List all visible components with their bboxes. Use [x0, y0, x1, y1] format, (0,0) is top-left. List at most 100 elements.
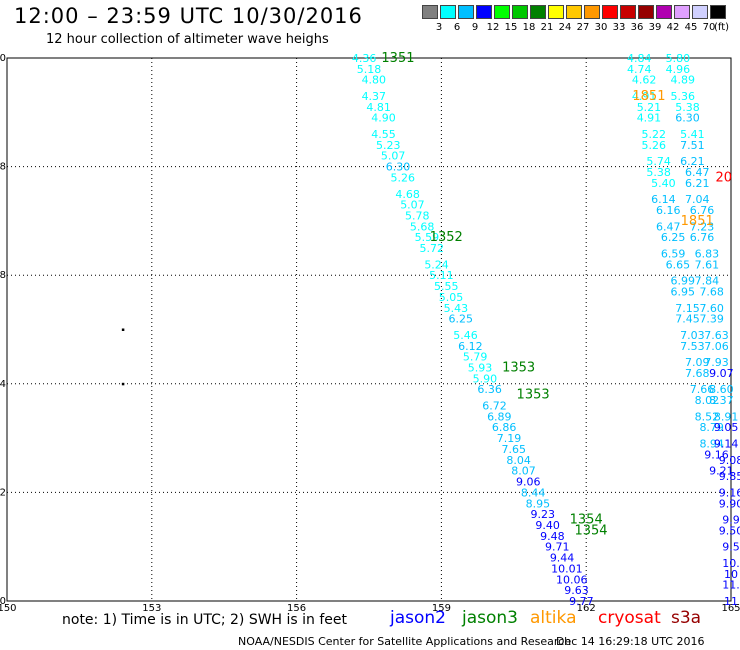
wave-height-value: 10.	[722, 557, 740, 570]
wave-height-value: 4.89	[670, 74, 695, 87]
wave-height-value: 4.96	[666, 63, 691, 76]
wave-height-value: 6.30	[675, 112, 700, 125]
wave-height-value: 4.36	[352, 52, 377, 65]
track-jason2: 4.844.744.624.915.214.915.225.265.745.38…	[627, 52, 734, 478]
wave-height-value: 9.77	[569, 595, 594, 608]
wave-height-value: 5.68	[410, 220, 435, 233]
legend-jason3: jason3	[462, 608, 518, 628]
axis-ticks: 150 153 156 159 162 165 30 28 28 24 22 20	[0, 53, 740, 614]
legend-cryosat: cryosat	[598, 608, 661, 628]
wave-height-value: 9.63	[564, 584, 589, 597]
wave-height-value: 5.21	[637, 101, 662, 114]
scale-swatch	[530, 5, 546, 19]
wave-height-value: 6.83	[695, 247, 720, 260]
wave-height-value: 7.04	[685, 193, 710, 206]
wave-height-value: 7.45	[675, 313, 700, 326]
scale-label: 12	[486, 22, 500, 33]
wave-height-value: 7.65	[502, 443, 527, 456]
wave-height-value: 7.19	[497, 432, 522, 445]
wave-height-value: 4.80	[362, 74, 387, 87]
wave-height-value: 7.53	[680, 340, 705, 353]
scale-label: 27	[576, 22, 590, 33]
track-jason2: 5.804.964.89 5.365.386.30 5.417.51 6.216.47…	[666, 52, 739, 451]
wave-height-value: 6.89	[487, 410, 512, 423]
scale-swatch	[548, 5, 564, 19]
wave-height-value: 4.91	[632, 90, 657, 103]
latitude-tick-label: 20	[0, 596, 6, 607]
scale-label: 9	[471, 22, 479, 33]
pass-number-label: 1353	[517, 388, 550, 403]
wave-height-value: 4.81	[366, 101, 391, 114]
wave-height-value: 5.11	[429, 269, 454, 282]
credit-text: NOAA/NESDIS Center for Satellite Applica…	[238, 635, 572, 648]
wave-height-value: 5.07	[381, 150, 406, 163]
wave-height-value: 10.01	[551, 562, 583, 575]
location-dot	[121, 382, 125, 386]
wave-height-value: 10.06	[556, 573, 588, 586]
wave-height-value: 7.51	[680, 139, 705, 152]
legend-s3a: s3a	[671, 608, 702, 628]
wave-height-value: 7.15	[675, 302, 700, 315]
scale-swatch	[656, 5, 672, 19]
latitude-tick-label: 30	[0, 53, 6, 64]
wave-height-value: 5.72	[419, 242, 444, 255]
scale-swatch	[512, 5, 528, 19]
wave-height-value: 6.16	[656, 204, 681, 217]
wave-height-value: 5.26	[642, 139, 667, 152]
wave-height-value: 7.39	[699, 313, 724, 326]
scale-label: 39	[648, 22, 662, 33]
wave-height-value: 8.44	[521, 486, 546, 499]
wave-height-value: 5.36	[670, 90, 695, 103]
latitude-tick-label: 28	[0, 162, 6, 173]
track-jason3: 4.365.184.804.374.814.904.555.235.076.30…	[352, 52, 594, 608]
legend-jason2: jason2	[390, 608, 446, 628]
wave-height-value: 9.5	[722, 541, 740, 554]
wave-height-value: 9.21	[709, 465, 734, 478]
scale-swatch	[620, 5, 636, 19]
longitude-tick-label: 150	[0, 603, 17, 614]
wave-height-value: 7.60	[699, 302, 724, 315]
wave-height-value: 4.90	[371, 112, 396, 125]
wave-height-value: 9.23	[531, 508, 556, 521]
page-title: 12:00 – 23:59 UTC 10/30/2016	[14, 4, 363, 28]
generated-timestamp: Dec 14 16:29:18 UTC 2016	[556, 635, 705, 648]
wave-height-value: 8.02	[695, 394, 720, 407]
scale-swatch	[602, 5, 618, 19]
pass-number-label: 1851	[681, 214, 714, 229]
wave-height-value: 7.61	[695, 258, 720, 271]
map-frame	[6, 57, 732, 602]
scale-swatch	[674, 5, 690, 19]
wave-height-value: 9.16	[704, 448, 729, 461]
wave-height-value: 5.07	[400, 199, 425, 212]
wave-height-value: 6.47	[685, 166, 710, 179]
wave-height-value: 7.23	[690, 220, 715, 233]
wave-height-value: 9.06	[516, 476, 541, 489]
wave-height-value: 6.21	[685, 177, 710, 190]
pass-number-label: 20	[715, 170, 732, 185]
wave-height-value: 6.59	[661, 247, 686, 260]
wave-height-value: 6.36	[477, 383, 502, 396]
wave-height-value: 4.37	[362, 90, 387, 103]
wave-height-value: 5.90	[473, 372, 498, 385]
wave-height-value: 4.55	[371, 128, 396, 141]
page-subtitle: 12 hour collection of altimeter wave hei…	[46, 32, 329, 47]
scale-label: 70	[702, 22, 716, 33]
latitude-tick-label: 24	[0, 379, 6, 390]
wave-height-value: 9.40	[535, 519, 560, 532]
wave-height-value: 6.65	[666, 258, 691, 271]
wave-height-value: 8.52	[695, 410, 720, 423]
pass-number-label: 1354	[574, 523, 607, 538]
wave-height-value: 8.91	[714, 410, 739, 423]
longitude-tick-label: 165	[721, 603, 740, 614]
wave-height-value: 9.07	[709, 367, 734, 380]
altimeter-tracks: 4.365.184.804.374.814.904.555.235.076.30…	[352, 52, 740, 608]
wave-height-value: 8.04	[506, 454, 531, 467]
wave-height-value: 5.05	[439, 291, 464, 304]
wave-height-value: 9.44	[550, 552, 575, 565]
wave-height-value: 9.05	[714, 421, 739, 434]
wave-height-value: 7.09	[685, 356, 710, 369]
wave-height-value: 6.47	[656, 220, 681, 233]
scale-swatch	[494, 5, 510, 19]
wave-height-value: 6.25	[448, 313, 473, 326]
